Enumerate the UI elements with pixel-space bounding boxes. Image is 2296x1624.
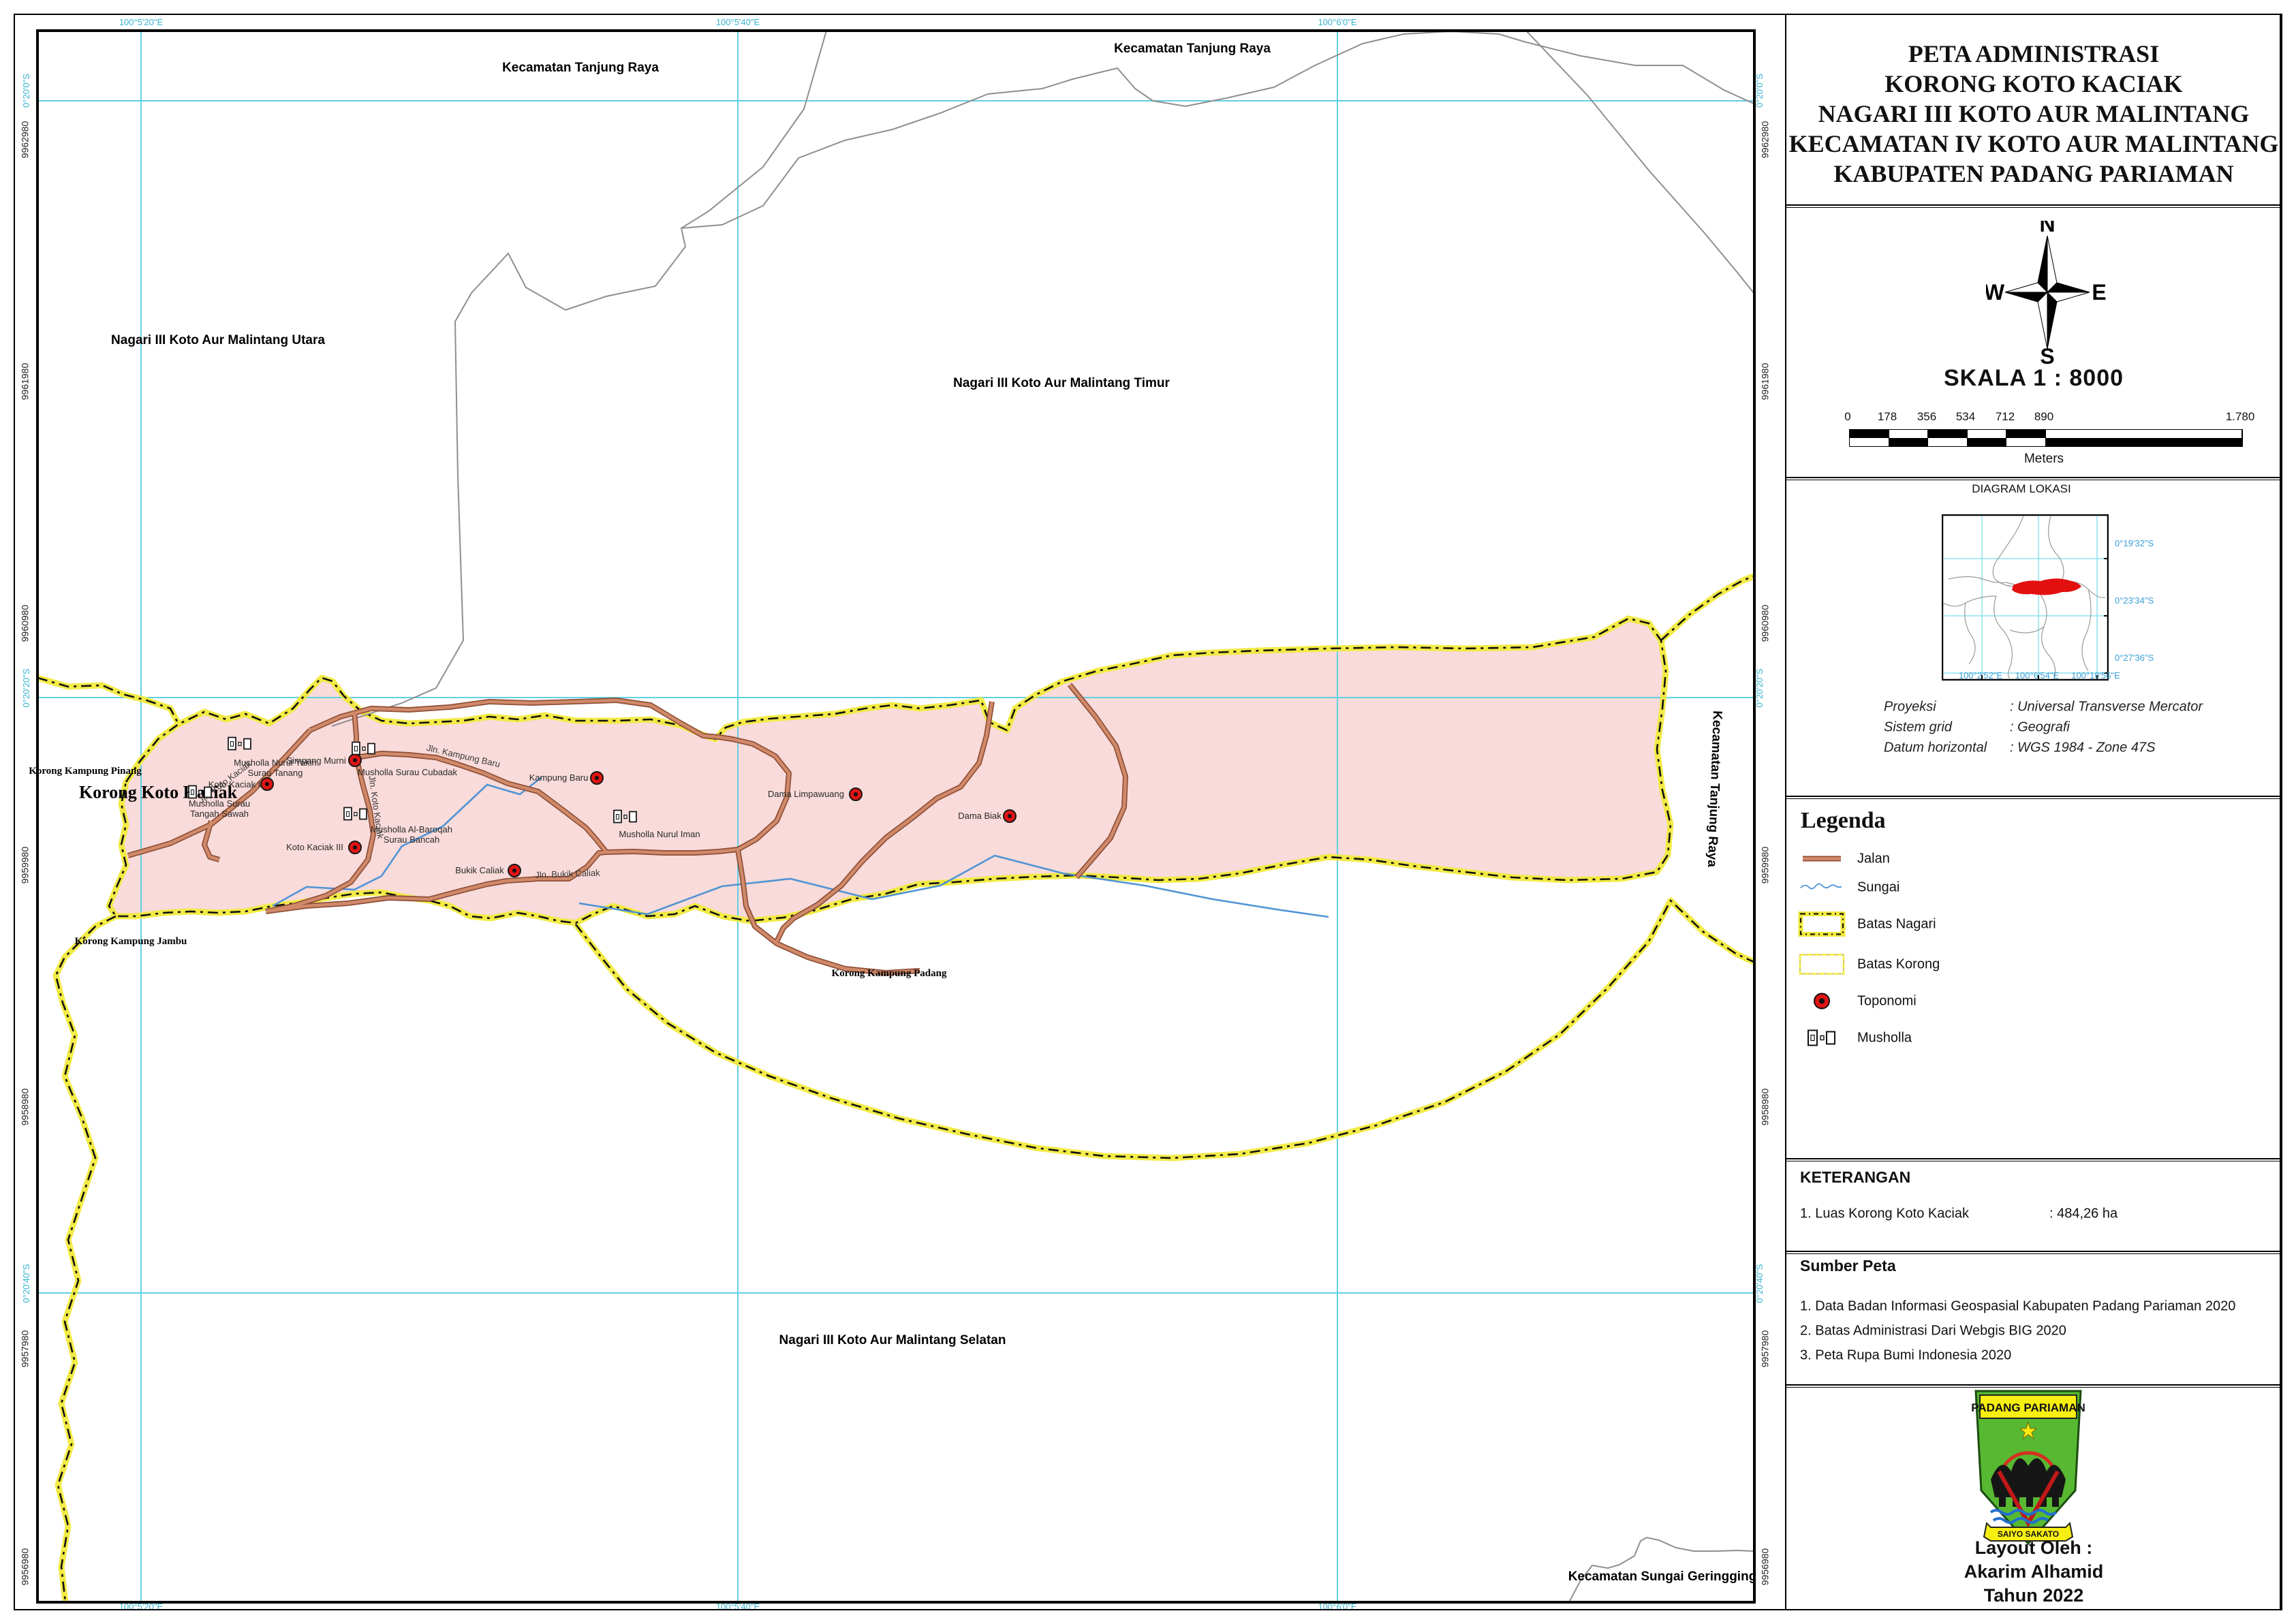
divider <box>1786 1251 2280 1254</box>
legend-swatch-road <box>1801 854 1843 868</box>
roads <box>127 683 1128 975</box>
grid-label-lat-right: 0°20'0"S <box>1754 74 1765 108</box>
scale-bar-segment <box>2045 430 2242 438</box>
compass-s: S <box>2040 344 2054 365</box>
grid-label-utm-right: 9958980 <box>1759 1088 1771 1126</box>
inset-map <box>1942 514 2109 681</box>
logo-banner-label: PADANG PARIAMAN <box>1971 1401 2085 1414</box>
kabupaten-logo: PADANG PARIAMAN SAIYO SAKATO <box>1971 1390 2085 1546</box>
grid-label-utm-left: 9962980 <box>19 121 31 159</box>
scale-bar-row <box>1850 430 2242 438</box>
grid-label-utm-left: 9958980 <box>19 1088 31 1126</box>
logo-star-icon <box>2019 1421 2038 1440</box>
grid-label-lat-left: 0°20'40"S <box>21 1264 32 1303</box>
grid-label-utm-left: 9959980 <box>19 846 31 884</box>
divider <box>1786 477 2280 480</box>
scale-bar-segment <box>1928 438 1968 446</box>
scale-bar-segment <box>2006 438 2046 446</box>
inset-highlight <box>2012 578 2081 595</box>
legend-swatch-nagari <box>1797 910 1847 942</box>
inset-boundaries <box>1942 515 2106 680</box>
scale-bar-segment <box>1850 438 1889 446</box>
scale-bar-segment <box>2006 430 2046 438</box>
grid-label-lat-left: 0°20'20"S <box>21 668 32 708</box>
compass-e: E <box>2092 280 2106 304</box>
north-arrow: N S W E <box>1986 221 2107 365</box>
grid-label-utm-right: 9956980 <box>1759 1548 1771 1586</box>
grid-label-lon-top: 100°6'0"E <box>1318 17 1357 28</box>
korong-koto-kaciak-area <box>109 619 1671 923</box>
compass-n: N <box>2039 221 2055 236</box>
map-canvas <box>39 32 1753 1601</box>
grid-label-utm-left: 9956980 <box>19 1548 31 1586</box>
info-panel: N S W E <box>1785 14 2281 1610</box>
scale-bar-segment <box>1928 430 1968 438</box>
grid-label-lon-bottom: 100°6'0"E <box>1318 1602 1357 1612</box>
logo-ribbon-label: SAIYO SAKATO <box>1998 1529 2059 1539</box>
grid-label-lon-top: 100°5'20"E <box>119 17 164 28</box>
scale-bar-segment <box>1889 430 1929 438</box>
grid-label-utm-left: 9957980 <box>19 1330 31 1368</box>
batas-dash <box>39 575 1753 1601</box>
grid-label-utm-right: 9962980 <box>1759 121 1771 159</box>
scale-bar-segment <box>1850 430 1889 438</box>
grid-label-utm-right: 9960980 <box>1759 604 1771 642</box>
map-frame <box>36 29 1756 1604</box>
legend-swatch-musholla <box>1807 1029 1837 1050</box>
divider <box>1786 796 2280 799</box>
grid-label-utm-left: 9961980 <box>19 362 31 401</box>
divider <box>1786 1158 2280 1161</box>
scale-bar <box>1849 429 2243 447</box>
grid-label-lon-bottom: 100°5'20"E <box>119 1602 164 1612</box>
grid-label-lat-right: 0°20'20"S <box>1754 668 1765 708</box>
admin-boundaries <box>331 32 1753 1601</box>
grid-label-utm-right: 9959980 <box>1759 846 1771 884</box>
compass-w: W <box>1986 280 2005 304</box>
graticule <box>39 32 1753 1601</box>
divider <box>1786 204 2280 208</box>
scale-bar-segment <box>1889 438 1929 446</box>
scale-bar-segment <box>1967 430 2007 438</box>
grid-label-utm-right: 9957980 <box>1759 1330 1771 1368</box>
scale-bar-segment <box>1967 438 2007 446</box>
grid-label-lon-bottom: 100°5'40"E <box>715 1602 760 1612</box>
grid-label-utm-left: 9960980 <box>19 604 31 642</box>
legend-swatch-river <box>1799 881 1844 897</box>
rivers <box>272 776 1329 918</box>
legend-swatch-korong <box>1797 952 1847 981</box>
legend-swatch-dot <box>1811 990 1833 1016</box>
grid-label-lat-left: 0°20'0"S <box>21 74 32 108</box>
grid-label-lon-top: 100°5'40"E <box>715 17 760 28</box>
scale-bar-row <box>1850 438 2242 446</box>
grid-label-lat-right: 0°20'40"S <box>1754 1264 1765 1303</box>
divider <box>1786 1384 2280 1388</box>
scale-bar-segment <box>2045 438 2242 446</box>
grid-label-utm-right: 9961980 <box>1759 362 1771 401</box>
